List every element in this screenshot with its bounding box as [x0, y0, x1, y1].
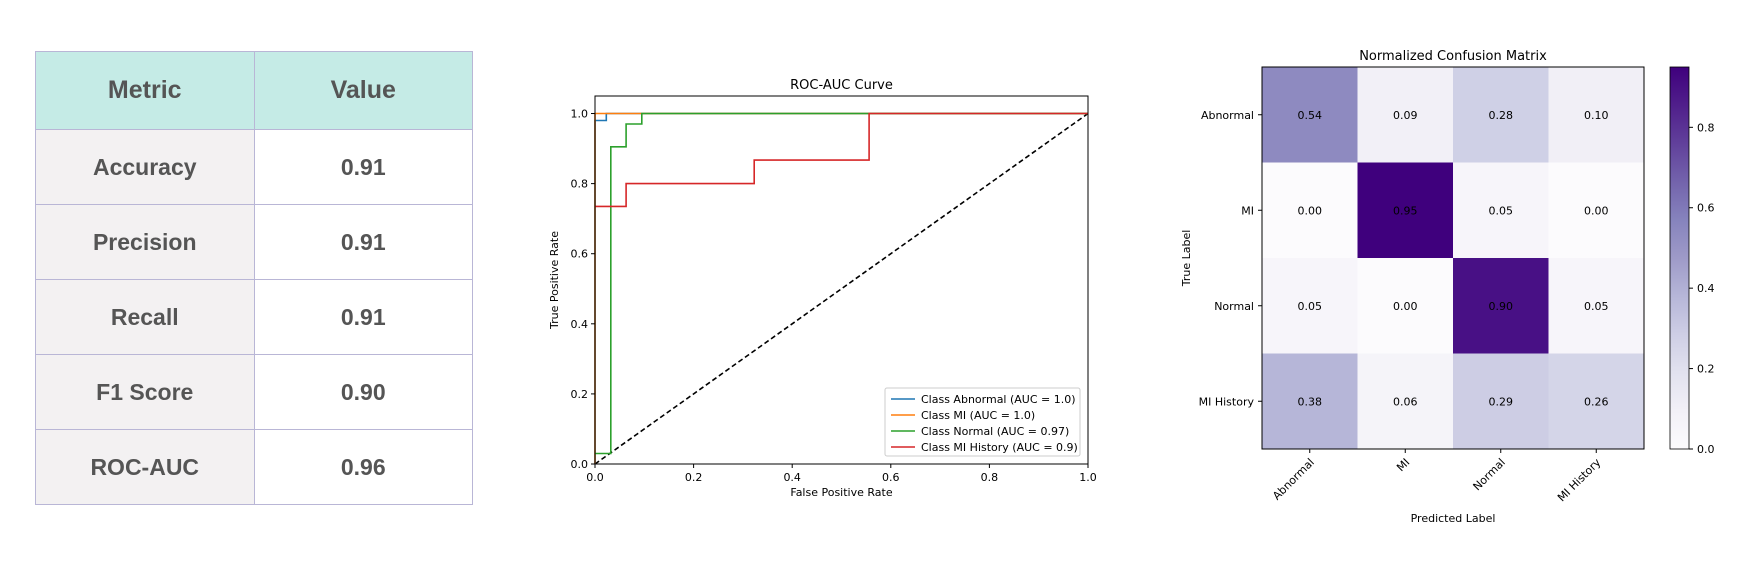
x-tick-label: MI [1394, 456, 1412, 474]
heatmap-cell [1548, 353, 1645, 450]
legend-entry: Class Normal (AUC = 0.97) [921, 425, 1069, 438]
cell-value-label: 0.06 [1393, 395, 1418, 408]
metric-name-cell: Accuracy [35, 129, 255, 205]
x-tick-label: 0.2 [685, 471, 703, 484]
cell-value-label: 0.10 [1584, 109, 1609, 122]
table-header-row: Metric Value [35, 51, 473, 130]
cell-value-label: 0.38 [1298, 395, 1323, 408]
heatmap-cell [1453, 258, 1549, 354]
legend-box [884, 387, 1081, 457]
heatmap-cell [1453, 162, 1549, 259]
cell-value-label: 0.54 [1298, 109, 1323, 122]
y-tick-label: Normal [1214, 300, 1254, 313]
metric-name-cell: ROC-AUC [35, 429, 255, 505]
roc-chart: ROC-AUC Curve 0.0 0.2 0.4 0.6 0.8 1.0 0.0 0.2 0.4… [548, 78, 1097, 499]
heatmap-cell [1262, 258, 1358, 354]
heatmap-cell [1357, 353, 1454, 450]
cell-value-label: 0.00 [1298, 204, 1323, 217]
colorbar-tick-label: 0.8 [1697, 121, 1715, 134]
confusion-matrix-chart: Normalized Confusion Matrix 0.54 0.09 0.28 0… [1180, 49, 1715, 525]
y-tick-label: Abnormal [1201, 109, 1254, 122]
x-tick-label: Abnormal [1270, 456, 1317, 503]
y-tick-label: 1.0 [571, 108, 589, 121]
y-tick-label: 0.8 [571, 178, 589, 191]
y-tick-label: 0.4 [571, 318, 589, 331]
table-row: Precision 0.91 [35, 204, 473, 280]
plot-frame [1261, 66, 1645, 450]
metrics-table: Metric Value Accuracy 0.91 Precision 0.9… [35, 51, 473, 505]
cell-value-label: 0.05 [1489, 204, 1514, 217]
roc-series-line-4 [595, 112, 1088, 208]
x-tick-label: 0.8 [981, 471, 999, 484]
colorbar-tick-label: 0.0 [1697, 443, 1715, 456]
heatmap-cell [1548, 258, 1645, 354]
plot-frame [594, 95, 1089, 465]
cell-value-label: 0.28 [1489, 109, 1514, 122]
legend-entry: Class Abnormal (AUC = 1.0) [921, 393, 1076, 406]
x-tick-label: 0.4 [783, 471, 801, 484]
cell-value-label: 0.26 [1584, 395, 1609, 408]
reference-diagonal-line [594, 112, 1089, 465]
metric-value-cell: 0.96 [253, 429, 473, 505]
table-row: ROC-AUC 0.96 [35, 429, 473, 505]
legend-entry: Class MI (AUC = 1.0) [921, 409, 1035, 422]
cell-value-label: 0.95 [1393, 204, 1418, 217]
heatmap-cell [1262, 67, 1358, 163]
chart-title: Normalized Confusion Matrix [1359, 49, 1547, 64]
metric-value-cell: 0.90 [253, 354, 473, 430]
table-row: F1 Score 0.90 [35, 354, 473, 430]
heatmap-cell [1453, 353, 1549, 450]
roc-series-line-3 [595, 112, 1088, 455]
table-row: Accuracy 0.91 [35, 129, 473, 205]
y-tick-label: MI History [1199, 395, 1255, 408]
chart-title: ROC-AUC Curve [790, 78, 893, 93]
heatmap-cell [1453, 67, 1549, 163]
y-tick-label: 0.0 [571, 458, 589, 471]
cell-value-label: 0.00 [1393, 300, 1418, 313]
x-axis-label: False Positive Rate [790, 486, 892, 499]
table-row: Recall 0.91 [35, 279, 473, 355]
x-tick-label: 0.0 [586, 471, 604, 484]
heatmap-cell [1357, 67, 1454, 163]
heatmap-cell [1548, 162, 1645, 259]
cell-value-label: 0.00 [1584, 204, 1609, 217]
heatmap-cell [1548, 67, 1645, 163]
legend-entry: Class MI History (AUC = 0.9) [921, 441, 1078, 454]
metric-value-cell: 0.91 [253, 129, 473, 205]
heatmap-cell [1357, 162, 1454, 259]
x-tick-label: MI History [1555, 456, 1604, 505]
colorbar [1669, 66, 1690, 450]
metric-name-cell: F1 Score [35, 354, 255, 430]
heatmap-cell [1357, 258, 1454, 354]
y-tick-label: 0.6 [571, 248, 589, 261]
x-tick-label: Normal [1471, 456, 1508, 493]
colorbar-tick-label: 0.4 [1697, 282, 1715, 295]
cell-value-label: 0.09 [1393, 109, 1418, 122]
legend: Class Abnormal (AUC = 1.0) Class MI (AUC … [884, 387, 1081, 457]
metric-value-cell: 0.91 [253, 279, 473, 355]
metric-value-cell: 0.91 [253, 204, 473, 280]
colorbar-tick-label: 0.2 [1697, 363, 1715, 376]
cell-value-label: 0.90 [1489, 300, 1514, 313]
metric-name-cell: Recall [35, 279, 255, 355]
y-axis-label: True Label [1180, 230, 1193, 288]
y-tick-label: 0.2 [571, 388, 589, 401]
cell-value-label: 0.05 [1298, 300, 1323, 313]
cell-value-label: 0.05 [1584, 300, 1609, 313]
value-column-header: Value [253, 51, 473, 130]
heatmap-cell [1262, 162, 1358, 259]
cell-value-label: 0.29 [1489, 395, 1514, 408]
x-tick-label: 0.6 [882, 471, 900, 484]
x-tick-label: 1.0 [1079, 471, 1097, 484]
y-axis-label: True Positive Rate [548, 231, 561, 330]
y-tick-label: MI [1241, 204, 1254, 217]
heatmap-cell [1262, 353, 1358, 450]
metric-column-header: Metric [35, 51, 255, 130]
x-axis-label: Predicted Label [1411, 512, 1496, 525]
colorbar-tick-label: 0.6 [1697, 202, 1715, 215]
metric-name-cell: Precision [35, 204, 255, 280]
